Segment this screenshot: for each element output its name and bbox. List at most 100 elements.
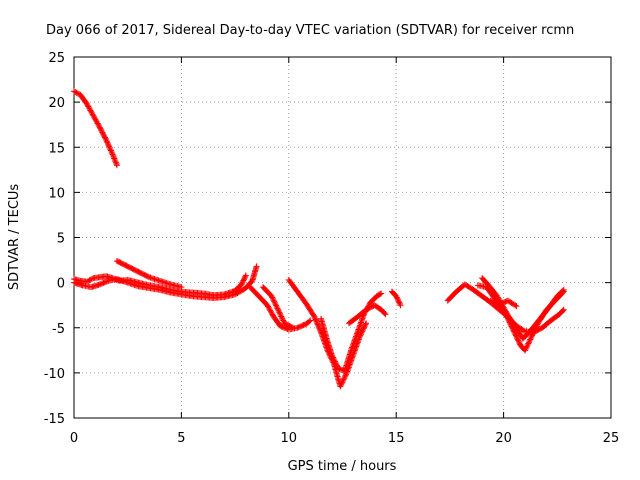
data-point (270, 297, 277, 304)
data-point (104, 140, 111, 147)
data-point (178, 284, 185, 291)
data-point (515, 337, 522, 344)
data-point (311, 313, 318, 320)
data-point (242, 273, 249, 280)
data-point (275, 308, 282, 315)
data-point (500, 304, 507, 311)
data-point (264, 302, 271, 309)
data-point (102, 135, 109, 142)
data-point (501, 305, 508, 312)
data-point (239, 280, 246, 287)
data-point (520, 327, 527, 334)
y-tick-label: 25 (48, 51, 65, 66)
y-axis-label: SDTVAR / TECUs (7, 184, 22, 291)
data-point (377, 291, 384, 298)
data-point (331, 358, 338, 365)
data-point (337, 383, 344, 390)
data-point (269, 294, 276, 301)
chart-title: Day 066 of 2017, Sidereal Day-to-day VTE… (46, 23, 574, 38)
data-point (240, 276, 247, 283)
data-point (72, 89, 79, 96)
data-point (240, 277, 247, 284)
data-point (103, 137, 110, 144)
data-point (95, 121, 102, 128)
data-point (495, 295, 502, 302)
x-tick-label: 0 (70, 431, 78, 446)
data-point (85, 278, 92, 284)
data-point (89, 111, 96, 118)
data-point (394, 295, 401, 302)
data-point (107, 146, 114, 153)
data-point (269, 311, 276, 318)
data-point (113, 162, 120, 169)
data-point (279, 316, 286, 323)
data-point (525, 340, 532, 347)
data-point (515, 338, 522, 345)
y-tick-label: -5 (52, 322, 65, 337)
data-point (330, 355, 337, 362)
data-point (381, 310, 388, 317)
series-seg5 (247, 284, 314, 333)
data-point (343, 371, 350, 378)
data-point (396, 300, 403, 307)
data-point (275, 306, 282, 313)
data-point (397, 302, 404, 309)
data-point (330, 354, 337, 361)
data-point (559, 287, 566, 294)
data-point (336, 365, 343, 372)
data-point (86, 106, 93, 113)
data-point (96, 124, 103, 131)
series-seg6 (260, 284, 297, 331)
data-point (88, 108, 95, 115)
data-point (306, 318, 313, 325)
data-point (84, 102, 91, 109)
data-point (529, 331, 536, 338)
data-point (524, 341, 531, 348)
data-point (382, 311, 389, 318)
data-point (526, 337, 533, 344)
data-point (527, 336, 534, 343)
data-point (339, 379, 346, 386)
data-point (112, 159, 119, 166)
data-point (393, 294, 400, 301)
data-point (335, 365, 342, 372)
data-point (109, 151, 116, 158)
data-point (108, 148, 115, 155)
data-point (274, 305, 281, 312)
data-point (271, 298, 278, 305)
data-point (93, 119, 100, 126)
data-point (83, 100, 90, 107)
data-point (378, 290, 385, 297)
data-point (101, 133, 108, 140)
data-point (341, 375, 348, 382)
data-point (395, 298, 402, 305)
data-point (341, 373, 348, 380)
data-point (104, 139, 111, 146)
grid-lines (74, 57, 611, 418)
data-point (527, 335, 534, 342)
data-point (494, 293, 501, 300)
data-point (265, 304, 272, 311)
data-point (307, 317, 314, 324)
x-axis-label: GPS time / hours (288, 459, 397, 474)
data-point (94, 120, 101, 127)
data-point (110, 152, 117, 159)
data-point (512, 302, 519, 309)
y-tick-label: 20 (48, 96, 65, 111)
data-point (86, 277, 93, 284)
data-point (265, 303, 272, 310)
data-point (96, 123, 103, 130)
data-point (529, 332, 536, 339)
data-point (310, 312, 317, 319)
data-point (267, 308, 274, 315)
data-point (523, 344, 530, 351)
data-point (269, 295, 276, 302)
data-point (71, 88, 77, 95)
data-point (273, 303, 280, 310)
data-point (103, 138, 110, 145)
data-point (88, 110, 95, 117)
series-seg1 (71, 88, 120, 169)
series-seg8 (318, 290, 385, 375)
series-seg13 (479, 275, 567, 342)
data-point (312, 316, 319, 323)
